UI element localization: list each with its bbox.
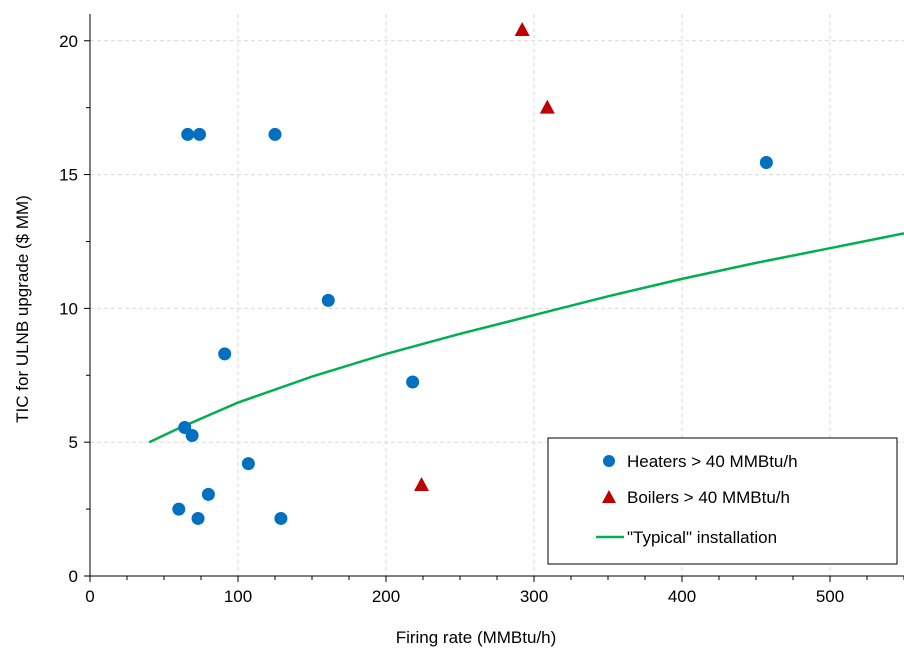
x-axis-title: Firing rate (MMBtu/h) (396, 628, 557, 647)
typical-installation-line (148, 232, 904, 444)
x-tick-label: 200 (372, 587, 400, 606)
y-tick-label: 15 (59, 166, 78, 185)
y-tick-label: 5 (69, 433, 78, 452)
y-tick-label: 20 (59, 32, 78, 51)
heater-point (759, 156, 773, 170)
legend: Heaters > 40 MMBtu/h Boilers > 40 MMBtu/… (547, 437, 898, 565)
y-axis-ticks: 0 5 10 15 20 (59, 32, 90, 586)
y-tick-label: 0 (69, 567, 78, 586)
heater-point (201, 487, 215, 501)
x-axis-ticks: 0 100 200 300 400 500 (85, 576, 904, 606)
legend-heaters-marker (603, 455, 615, 467)
heater-point (185, 429, 199, 442)
legend-heaters-label: Heaters > 40 MMBtu/h (627, 452, 798, 471)
x-tick-label: 400 (668, 587, 696, 606)
legend-typical-label: "Typical" installation (627, 528, 777, 547)
heater-point (218, 347, 232, 361)
legend-boilers-marker (602, 490, 616, 503)
boiler-point (539, 99, 555, 114)
legend-boilers-label: Boilers > 40 MMBtu/h (627, 488, 790, 507)
x-tick-label: 100 (224, 587, 252, 606)
boiler-point (414, 477, 430, 492)
heater-point (241, 457, 255, 471)
heater-point (172, 502, 186, 516)
heater-point (406, 375, 420, 389)
heater-point (274, 511, 288, 525)
x-tick-label: 300 (520, 587, 548, 606)
y-axis-title: TIC for ULNB upgrade ($ MM) (13, 195, 32, 423)
x-tick-label: 0 (85, 587, 94, 606)
heater-point (191, 511, 205, 525)
boiler-point (514, 22, 530, 37)
heater-point (321, 293, 335, 307)
plot-area (148, 22, 904, 525)
gridlines (90, 14, 904, 576)
heater-point (268, 127, 282, 141)
heater-point (181, 127, 195, 141)
heater-point (193, 127, 207, 141)
x-tick-label: 500 (816, 587, 844, 606)
y-tick-label: 10 (59, 299, 78, 318)
